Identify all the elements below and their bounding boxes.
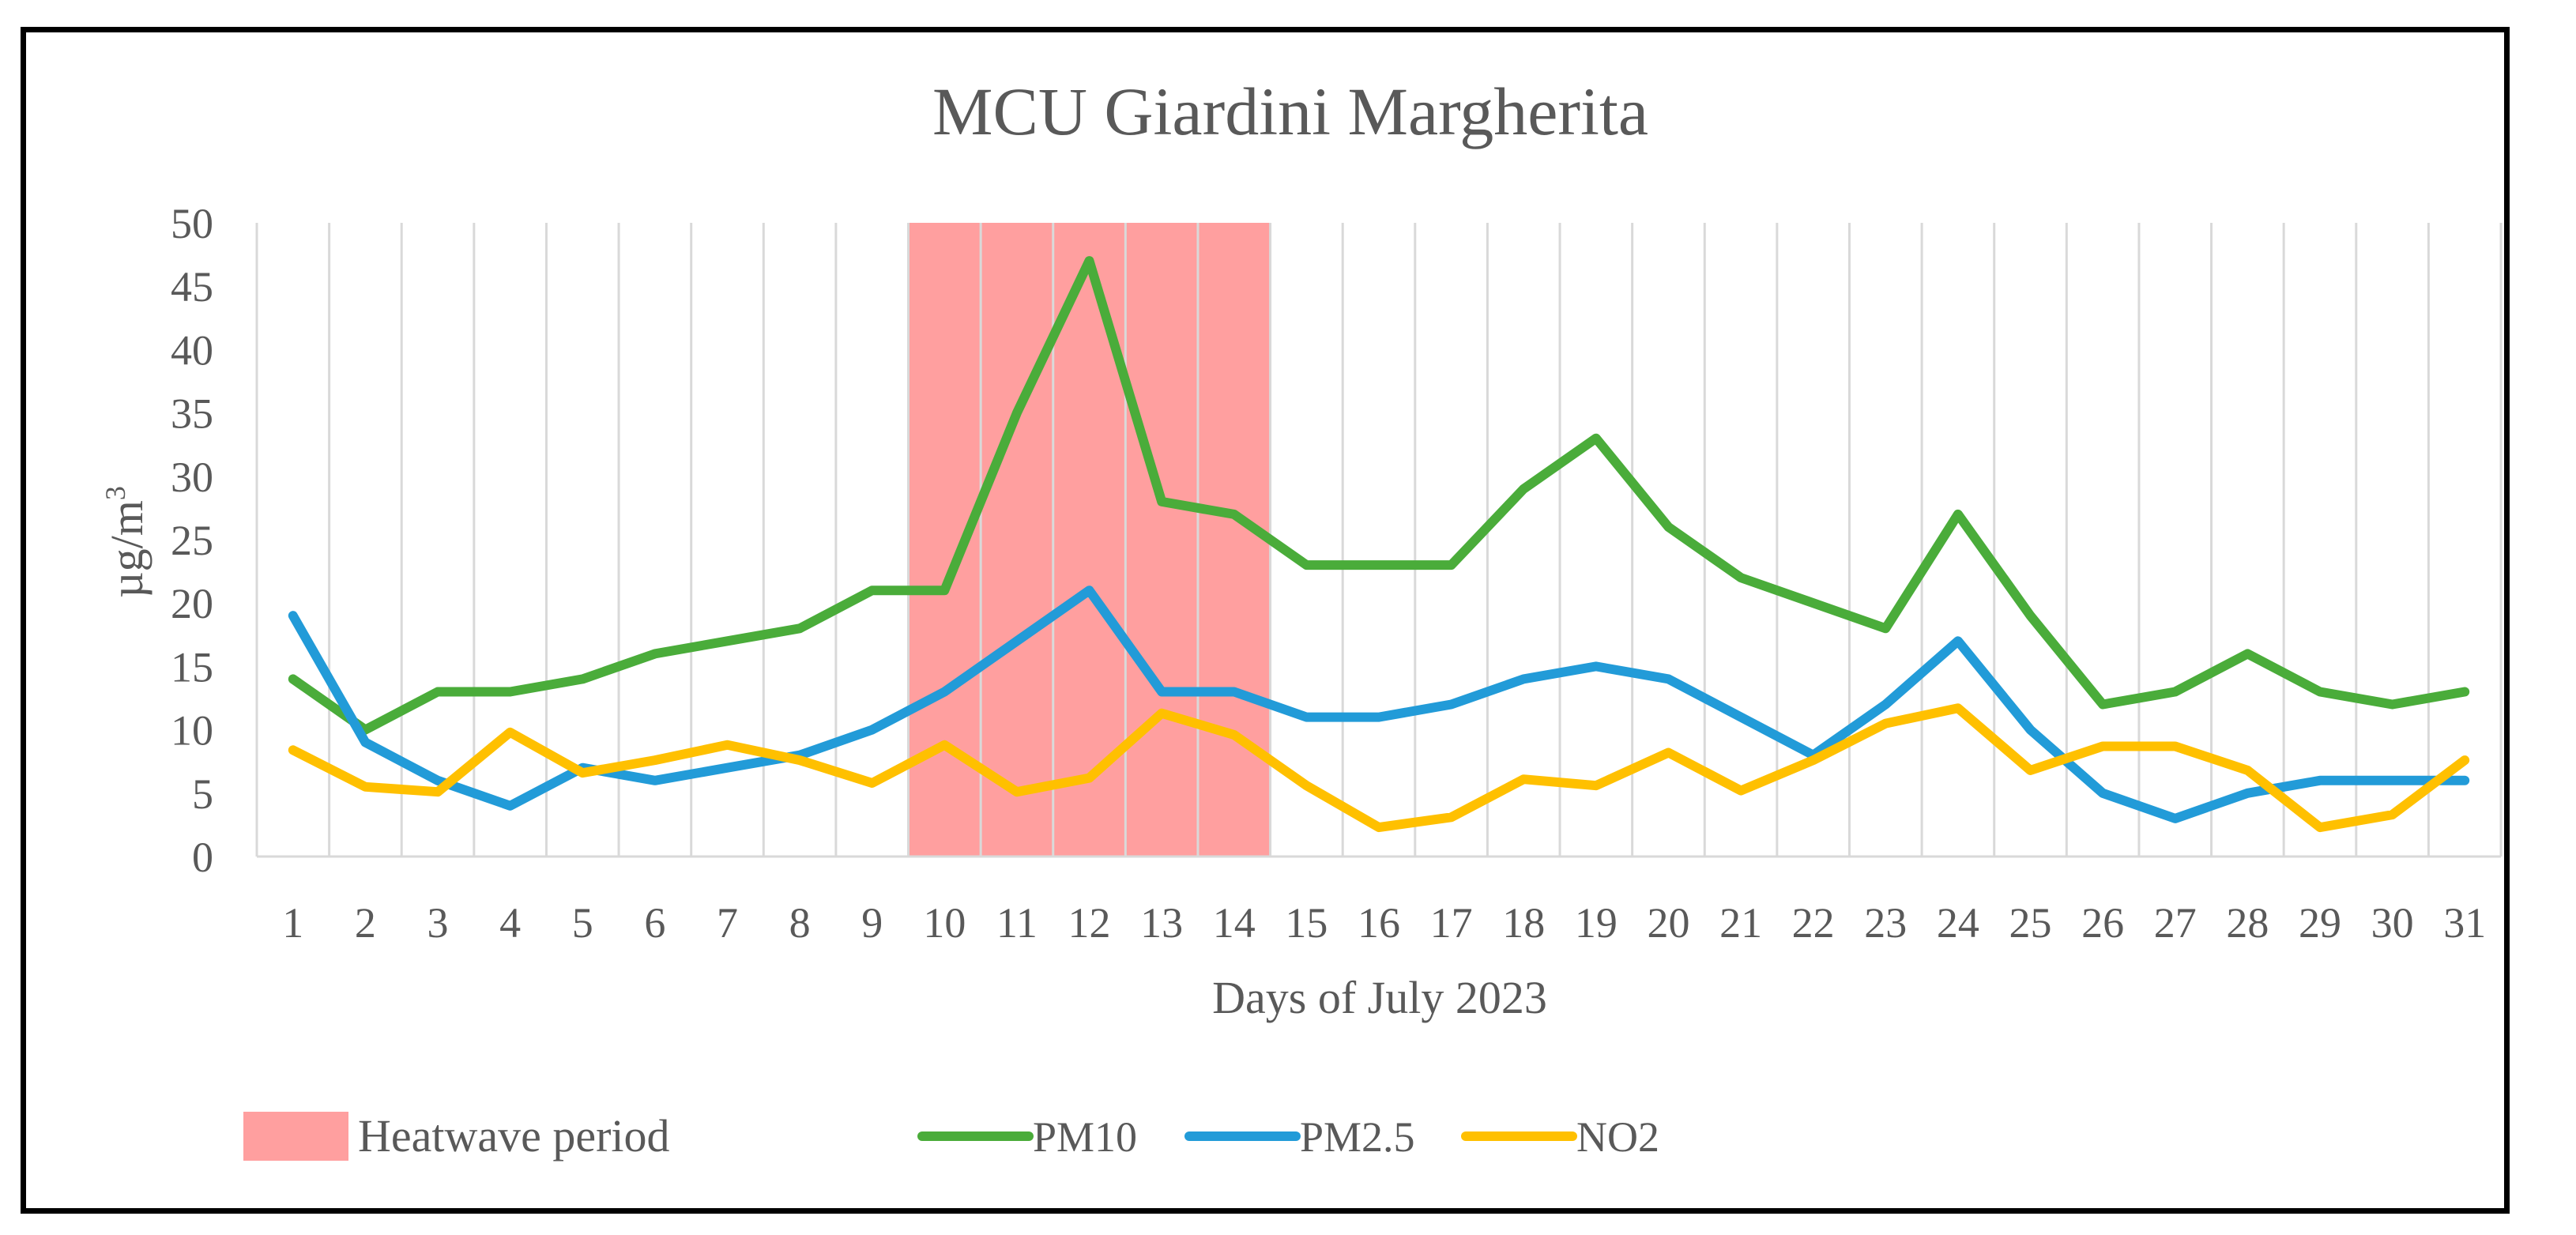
x-tick-label: 19 [1575,899,1618,947]
x-tick-label: 4 [499,899,521,947]
y-tick-label: 15 [171,643,213,691]
x-tick-label: 14 [1213,899,1256,947]
x-tick-label: 16 [1358,899,1400,947]
legend-label-no2: NO2 [1576,1113,1659,1161]
x-tick-label: 11 [996,899,1038,947]
chart-title: MCU Giardini Margherita [932,73,1648,149]
y-axis-label-unit: µg/m [101,500,153,598]
x-tick-label: 2 [355,899,376,947]
x-tick-label: 21 [1719,899,1762,947]
x-tick-label: 27 [2154,899,2197,947]
x-tick-label: 8 [789,899,811,947]
legend-heatwave-swatch [243,1112,348,1161]
x-tick-label: 5 [572,899,593,947]
x-tick-label: 30 [2371,899,2414,947]
y-axis-ticks: 0 5 10 15 20 25 30 35 40 45 50 [171,200,213,881]
series-line-pm25 [288,585,2470,823]
series-line-pm10 [288,256,2470,735]
x-tick-label: 28 [2226,899,2269,947]
x-tick-label: 3 [427,899,449,947]
x-tick-label: 1 [282,899,303,947]
x-tick-label: 6 [644,899,665,947]
y-tick-label: 10 [171,707,213,755]
y-tick-label: 5 [192,770,213,818]
y-tick-label: 45 [171,263,213,311]
y-tick-label: 40 [171,326,213,374]
x-tick-label: 25 [2009,899,2052,947]
x-tick-label: 15 [1285,899,1328,947]
x-tick-label: 22 [1792,899,1835,947]
x-tick-label: 18 [1502,899,1545,947]
y-axis-label: µg/m3 [100,486,153,598]
series-lines [288,256,2470,833]
x-tick-label: 10 [923,899,966,947]
x-tick-label: 12 [1068,899,1111,947]
legend-heatwave-label: Heatwave period [358,1110,670,1162]
x-tick-label: 9 [861,899,883,947]
legend: Heatwave period PM10 PM2.5 NO2 [243,1110,1659,1162]
y-tick-label: 20 [171,580,213,627]
grid-lines [255,223,2503,858]
legend-label-pm25: PM2.5 [1300,1113,1415,1161]
x-tick-label: 20 [1647,899,1689,947]
y-tick-label: 0 [192,834,213,881]
x-axis-ticks: 1 2 3 4 5 6 7 8 9 10 11 12 13 14 15 16 17 18 19 20 21 22 23 24 2… [282,899,2486,947]
y-tick-label: 25 [171,517,213,564]
x-tick-label: 7 [717,899,738,947]
series-line-no2 [288,703,2470,833]
y-tick-label: 35 [171,390,213,438]
x-tick-label: 24 [1937,899,1979,947]
x-tick-label: 13 [1140,899,1183,947]
x-tick-label: 29 [2299,899,2341,947]
legend-label-pm10: PM10 [1033,1113,1137,1161]
x-tick-label: 23 [1864,899,1907,947]
y-tick-label: 30 [171,454,213,501]
x-tick-label: 31 [2443,899,2486,947]
x-tick-label: 26 [2081,899,2124,947]
x-axis-label: Days of July 2023 [1212,972,1547,1023]
x-tick-label: 17 [1430,899,1473,947]
y-axis-label-superscript: 3 [100,486,131,500]
y-tick-label: 50 [171,200,213,247]
